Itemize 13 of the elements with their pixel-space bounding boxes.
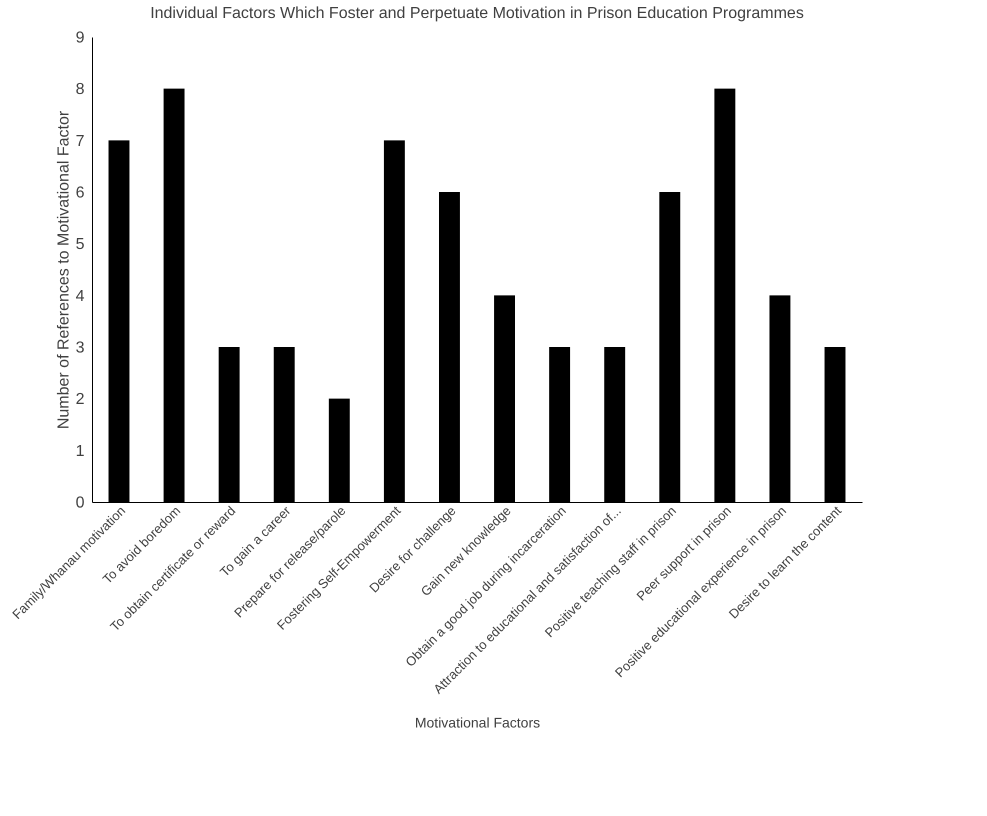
x-axis-title: Motivational Factors <box>414 714 540 731</box>
y-tick-label: 3 <box>76 340 85 356</box>
y-tick-label: 0 <box>76 494 85 512</box>
y-tick-label: 4 <box>76 288 85 305</box>
y-tick-label: 7 <box>76 132 85 150</box>
y-tick-label: 5 <box>76 236 85 254</box>
chart-title: Individual Factors Which Foster and Perpetuate Motivation in Prison Education Programmes <box>150 5 804 22</box>
y-tick-label: 8 <box>76 81 85 98</box>
y-tick-label: 2 <box>76 391 85 408</box>
y-axis-title: Number of References to Motivational Factor <box>56 110 73 430</box>
y-tick-label: 6 <box>76 184 85 202</box>
y-tick-label: 1 <box>76 442 85 460</box>
y-tick-label: 9 <box>76 30 85 46</box>
